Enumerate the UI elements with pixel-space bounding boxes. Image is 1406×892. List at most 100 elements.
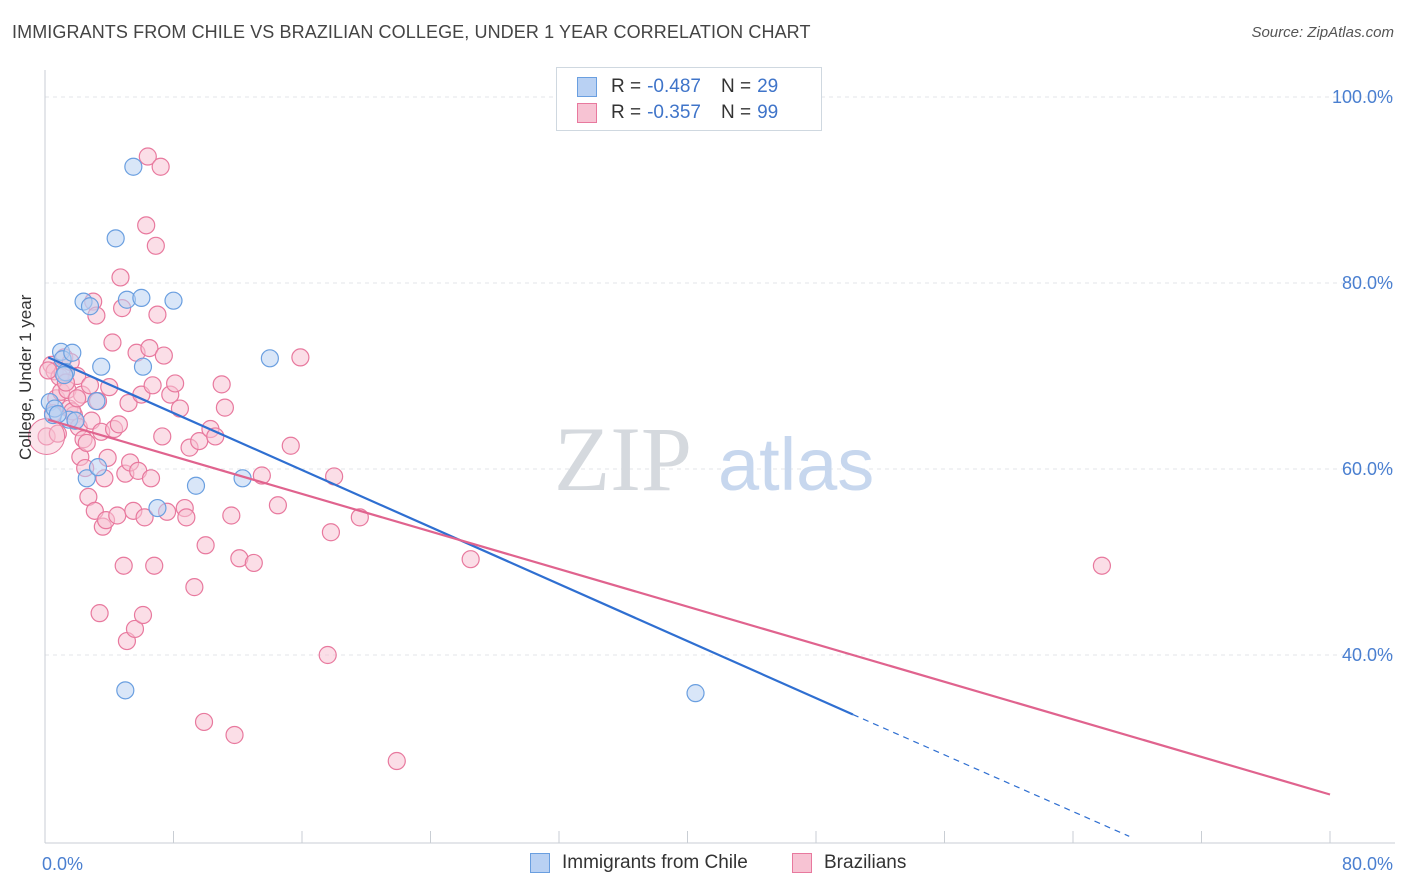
- legend-r-value: -0.357: [647, 102, 701, 123]
- brazilians-point: [114, 556, 133, 575]
- brazilians-point: [166, 374, 185, 393]
- brazilians-point: [387, 751, 406, 771]
- brazilians-point: [212, 375, 231, 394]
- x-tick-label: 80.0%: [1342, 854, 1393, 874]
- brazilians-point: [461, 550, 480, 569]
- stats-legend: R = -0.487 N = 29 R = -0.357 N = 99: [556, 67, 822, 131]
- chile-trend-extension: [852, 713, 1130, 837]
- chile-point: [77, 469, 96, 488]
- chile-point: [92, 357, 111, 376]
- legend-row-chile: R = -0.487 N = 29: [577, 75, 778, 99]
- chile-point: [132, 288, 151, 307]
- series-swatch-pink: [792, 853, 812, 873]
- brazilians-point: [291, 348, 310, 367]
- brazilians-point: [109, 415, 128, 434]
- brazilians-point: [244, 553, 263, 573]
- brazilians-point: [215, 398, 234, 417]
- y-axis-label: College, Under 1 year: [16, 294, 35, 460]
- legend-r-label: R =: [611, 76, 642, 97]
- brazilians-point: [185, 578, 204, 597]
- y-tick-label: 60.0%: [1342, 459, 1393, 479]
- brazilians-point: [135, 508, 154, 527]
- brazilians-point: [194, 712, 214, 732]
- legend-r-label: R =: [611, 102, 642, 123]
- brazilians-point: [108, 506, 127, 525]
- brazilians-point: [177, 508, 196, 527]
- brazilians-point: [225, 725, 244, 745]
- brazilians-point: [48, 424, 67, 443]
- chile-point: [133, 357, 153, 376]
- chile-trend-line: [47, 356, 854, 716]
- watermark-zip: ZIP: [554, 408, 692, 510]
- legend-r-value: -0.487: [647, 76, 701, 97]
- brazilians-point: [222, 506, 241, 525]
- brazilians-point: [252, 466, 271, 485]
- y-tick-label: 40.0%: [1342, 645, 1393, 665]
- brazilians-point: [318, 645, 337, 665]
- chile-point: [63, 343, 82, 362]
- watermark-atlas: atlas: [718, 423, 874, 506]
- series-legend-label: Immigrants from Chile: [562, 852, 748, 873]
- brazilians-point: [138, 147, 157, 166]
- brazilians-point: [68, 389, 87, 408]
- brazilians-point: [77, 433, 96, 453]
- chile-point: [124, 157, 143, 176]
- brazilians-point: [151, 157, 170, 176]
- chile-points: [40, 157, 705, 703]
- brazilians-point: [145, 556, 164, 575]
- brazilians-point: [90, 604, 109, 623]
- axes: [44, 70, 1395, 844]
- brazilians-point: [125, 619, 145, 639]
- brazilians-point: [133, 605, 153, 625]
- legend-swatch-pink: [577, 103, 597, 123]
- brazilians-point: [103, 333, 122, 352]
- chile-point: [686, 684, 705, 703]
- series-legend-item-chile[interactable]: Immigrants from Chile: [530, 852, 748, 874]
- brazilians-point: [143, 376, 162, 395]
- brazilians-point: [148, 305, 167, 324]
- series-legend-item-brazilians[interactable]: Brazilians: [792, 852, 906, 874]
- watermark: ZIP atlas: [554, 408, 874, 510]
- brazilians-point: [111, 268, 130, 287]
- trend-lines: [47, 356, 1331, 837]
- legend-n-label: N =: [720, 76, 752, 97]
- chile-point: [87, 392, 106, 411]
- legend-n-value: 99: [757, 102, 779, 123]
- chart-title: IMMIGRANTS FROM CHILE VS BRAZILIAN COLLE…: [12, 22, 811, 42]
- brazilians-point: [321, 523, 341, 542]
- brazilians-point: [119, 393, 138, 413]
- brazilians-point: [137, 216, 156, 235]
- chart-source: Source: ZipAtlas.com: [1251, 24, 1394, 41]
- grid-lines: [45, 96, 1395, 656]
- chile-point: [186, 476, 206, 495]
- chile-point: [80, 297, 100, 316]
- tick-labels: 40.0% 60.0% 80.0% 100.0% 0.0% 80.0%: [42, 87, 1393, 874]
- y-tick-label: 80.0%: [1342, 273, 1393, 293]
- brazilians-point: [170, 399, 190, 418]
- brazilians-point: [281, 436, 300, 455]
- brazilians-point: [154, 346, 173, 365]
- chile-point: [106, 229, 125, 248]
- brazilians-point: [146, 236, 165, 255]
- legend-n-label: N =: [720, 102, 752, 123]
- y-tick-label: 100.0%: [1332, 87, 1393, 107]
- chile-point: [55, 365, 74, 385]
- series-legend-label: Brazilians: [824, 852, 907, 873]
- legend-row-brazilians: R = -0.357 N = 99: [577, 101, 778, 125]
- legend-swatch-blue: [577, 77, 597, 97]
- chile-point: [260, 349, 279, 368]
- brazilians-point: [140, 339, 159, 358]
- brazilians-point: [153, 427, 172, 446]
- chile-point: [148, 498, 167, 518]
- chile-point: [116, 681, 135, 700]
- x-tick-label: 0.0%: [42, 854, 83, 874]
- brazilians-point: [39, 361, 58, 380]
- chile-point: [88, 458, 108, 477]
- series-legend: Immigrants from Chile Brazilians: [0, 852, 1406, 876]
- brazilians-point: [141, 469, 161, 488]
- legend-n-value: 29: [757, 76, 779, 97]
- brazilians-point: [1092, 556, 1112, 575]
- brazilians-trend-line: [47, 418, 1331, 796]
- chile-point: [66, 411, 85, 430]
